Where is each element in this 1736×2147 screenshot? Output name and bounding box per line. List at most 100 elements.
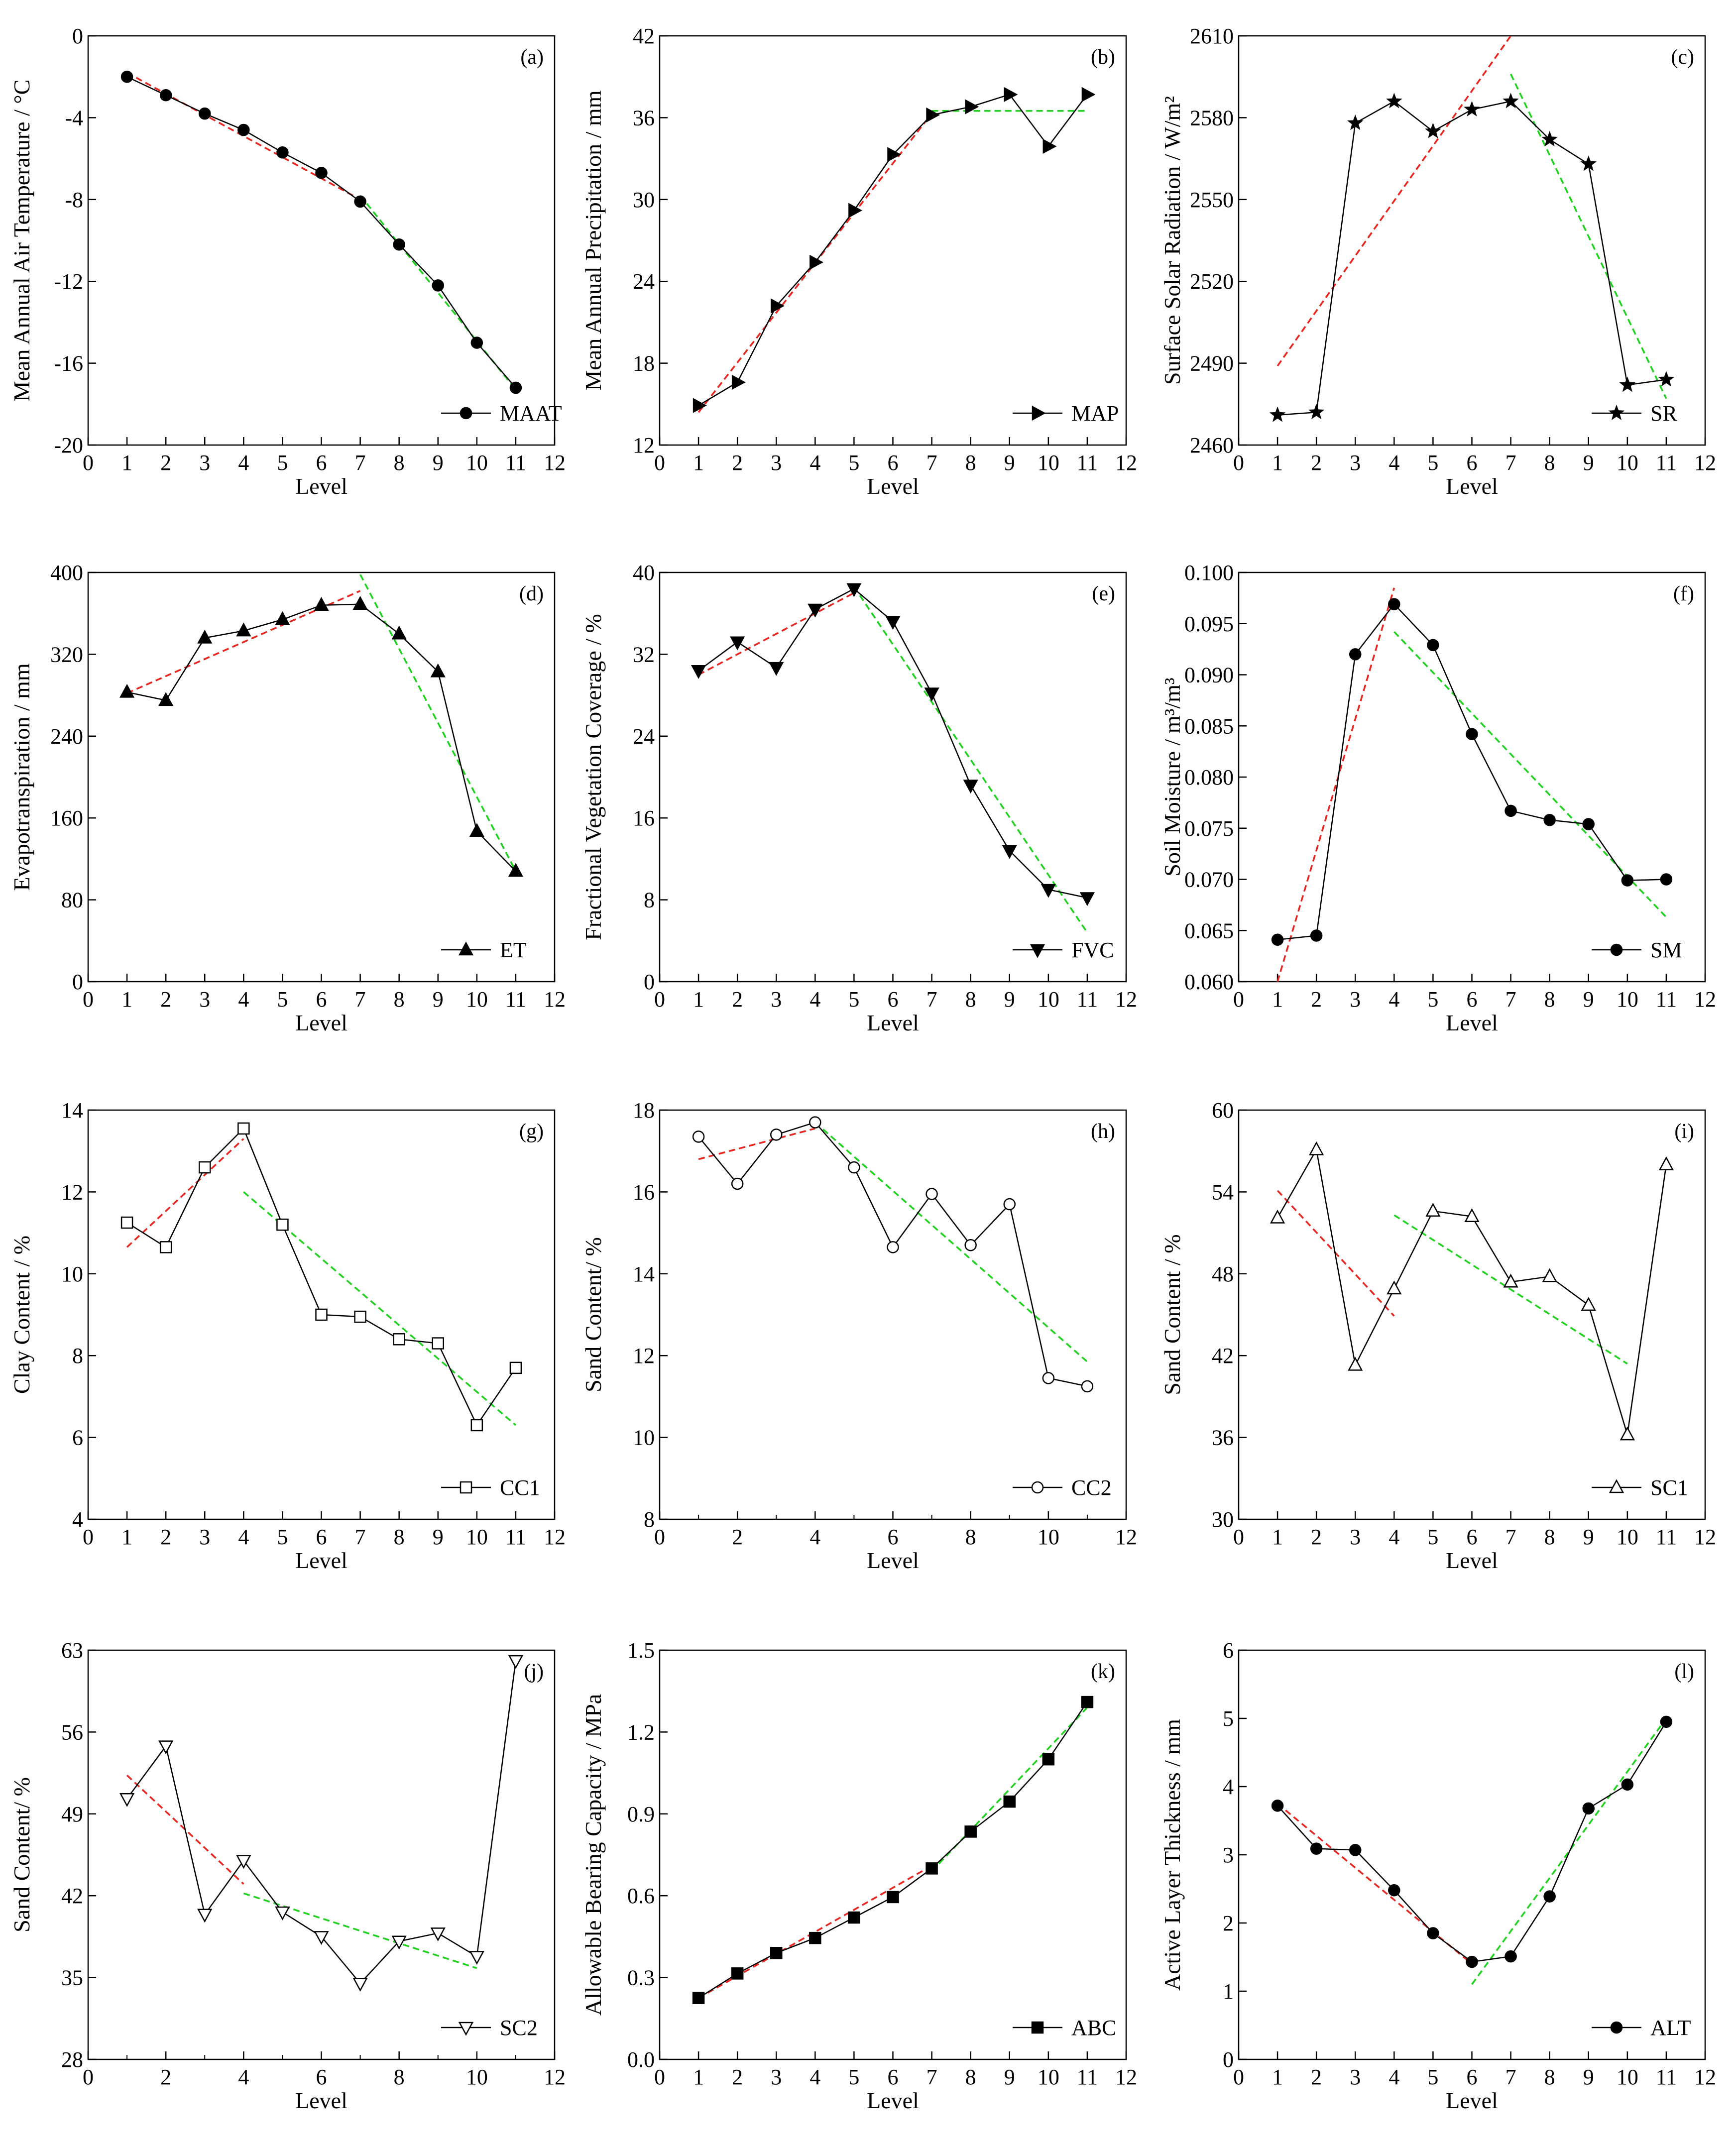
data-point	[1310, 1842, 1323, 1855]
y-tick-label: 0.070	[1184, 868, 1234, 892]
data-point	[1464, 1208, 1480, 1222]
x-tick-label: 11	[1656, 451, 1677, 475]
data-point	[769, 662, 784, 676]
data-point	[770, 1947, 783, 1959]
y-tick-label: -16	[54, 351, 83, 376]
legend-marker	[458, 2022, 474, 2036]
x-tick-label: 12	[544, 1525, 566, 1549]
x-tick-label: 11	[1656, 1525, 1677, 1549]
x-tick-label: 0	[1233, 1525, 1244, 1549]
data-point	[391, 625, 407, 640]
data-point	[1270, 1209, 1285, 1224]
x-tick-label: 3	[1350, 1525, 1361, 1549]
x-tick-label: 0	[1233, 451, 1244, 475]
y-tick-label: 0.095	[1184, 612, 1234, 636]
x-tick-label: 10	[466, 987, 488, 1012]
data-point	[469, 823, 484, 837]
y-tick-label: 8	[644, 1507, 655, 1532]
data-point	[237, 1122, 250, 1135]
y-axis-label: Evapotranspiration / mm	[9, 663, 34, 891]
data-point	[730, 636, 745, 651]
data-point	[1081, 1695, 1094, 1708]
chart-panel: 0 1 2 3 4 5 6 7 8 9 10 11 120.00.30.60.91.21.5LevelA…	[580, 1638, 1137, 2113]
x-axis-label: Level	[295, 2088, 347, 2113]
x-tick-label: 10	[1038, 451, 1059, 475]
x-tick-label: 1	[693, 451, 704, 475]
x-tick-label: 3	[1350, 451, 1361, 475]
x-tick-label: 7	[1505, 2065, 1516, 2089]
x-tick-label: 8	[394, 987, 405, 1012]
data-point	[1581, 1297, 1596, 1311]
x-tick-label: 6	[888, 987, 899, 1012]
x-tick-label: 7	[1505, 1525, 1516, 1549]
y-tick-label: 14	[61, 1098, 83, 1123]
series-line	[698, 1701, 1088, 1999]
trend-line	[1276, 1803, 1473, 1965]
data-point	[1505, 804, 1517, 817]
data-point	[731, 374, 746, 390]
x-tick-label: 0	[654, 2065, 665, 2089]
x-tick-label: 2	[160, 2065, 171, 2089]
x-tick-label: 12	[544, 2065, 566, 2089]
x-tick-label: 8	[965, 987, 976, 1012]
x-tick-label: 9	[433, 987, 444, 1012]
legend-marker	[460, 407, 472, 420]
panel-label: (k)	[1091, 1660, 1115, 1683]
x-tick-label: 0	[83, 2065, 94, 2089]
y-axis-label: Soil Moisture / m³/m³	[1159, 678, 1185, 876]
y-axis-label: Surface Solar Radiation / W/m²	[1159, 96, 1185, 385]
chart-panel: 0 1 2 3 4 5 6 7 8 9 10 11 12-20-16-12-8-40LevelMean …	[9, 24, 566, 499]
y-tick-label: 54	[1212, 1180, 1234, 1204]
data-point	[1580, 155, 1597, 171]
x-tick-label: 8	[394, 451, 405, 475]
data-point	[1503, 1273, 1518, 1288]
data-point	[1309, 1141, 1324, 1155]
y-tick-label: 12	[633, 433, 655, 457]
y-tick-label: 0	[644, 970, 655, 994]
y-tick-label: 0.6	[627, 1884, 655, 1908]
x-tick-label: 4	[238, 1525, 249, 1549]
panel-label: (a)	[520, 46, 544, 69]
data-point	[1042, 1753, 1055, 1766]
x-tick-label: 4	[1389, 1525, 1399, 1549]
x-tick-label: 9	[1583, 2065, 1594, 2089]
y-tick-label: 18	[633, 351, 655, 376]
legend-marker	[458, 941, 474, 956]
legend-marker	[1610, 2021, 1623, 2034]
data-point	[887, 1241, 899, 1253]
trend-line	[126, 1138, 244, 1248]
data-point	[158, 692, 174, 706]
x-axis-label: Level	[295, 1548, 347, 1573]
panel-label: (g)	[519, 1120, 544, 1143]
series-line	[1277, 1721, 1667, 1963]
data-point	[158, 1740, 174, 1755]
x-tick-label: 3	[199, 987, 210, 1012]
trend-line	[1393, 631, 1667, 918]
data-point	[1427, 1927, 1439, 1939]
x-tick-label: 6	[1467, 451, 1478, 475]
x-tick-label: 10	[1617, 1525, 1638, 1549]
legend-marker	[1030, 944, 1045, 958]
series-line	[126, 603, 516, 872]
y-tick-label: 2580	[1190, 106, 1234, 130]
y-axis-label: Active Layer Thickness / mm	[1159, 1719, 1185, 1991]
trend-line	[853, 586, 1088, 933]
trend-line	[1276, 1190, 1395, 1317]
series-line	[1277, 1147, 1667, 1435]
y-tick-label: 6	[1223, 1638, 1234, 1663]
x-tick-label: 12	[1115, 2065, 1137, 2089]
y-tick-label: 0.080	[1184, 765, 1234, 790]
plot-frame	[659, 571, 1127, 983]
x-tick-label: 9	[1583, 451, 1594, 475]
data-point	[810, 254, 823, 270]
y-tick-label: 2460	[1190, 433, 1234, 457]
data-point	[197, 629, 213, 644]
x-tick-label: 4	[238, 2065, 249, 2089]
y-tick-label: 42	[633, 24, 655, 48]
data-point	[1660, 1715, 1673, 1728]
x-tick-label: 10	[1617, 987, 1638, 1012]
x-tick-label: 6	[888, 1525, 899, 1549]
trend-line	[698, 1128, 815, 1160]
y-tick-label: 2550	[1190, 188, 1234, 212]
